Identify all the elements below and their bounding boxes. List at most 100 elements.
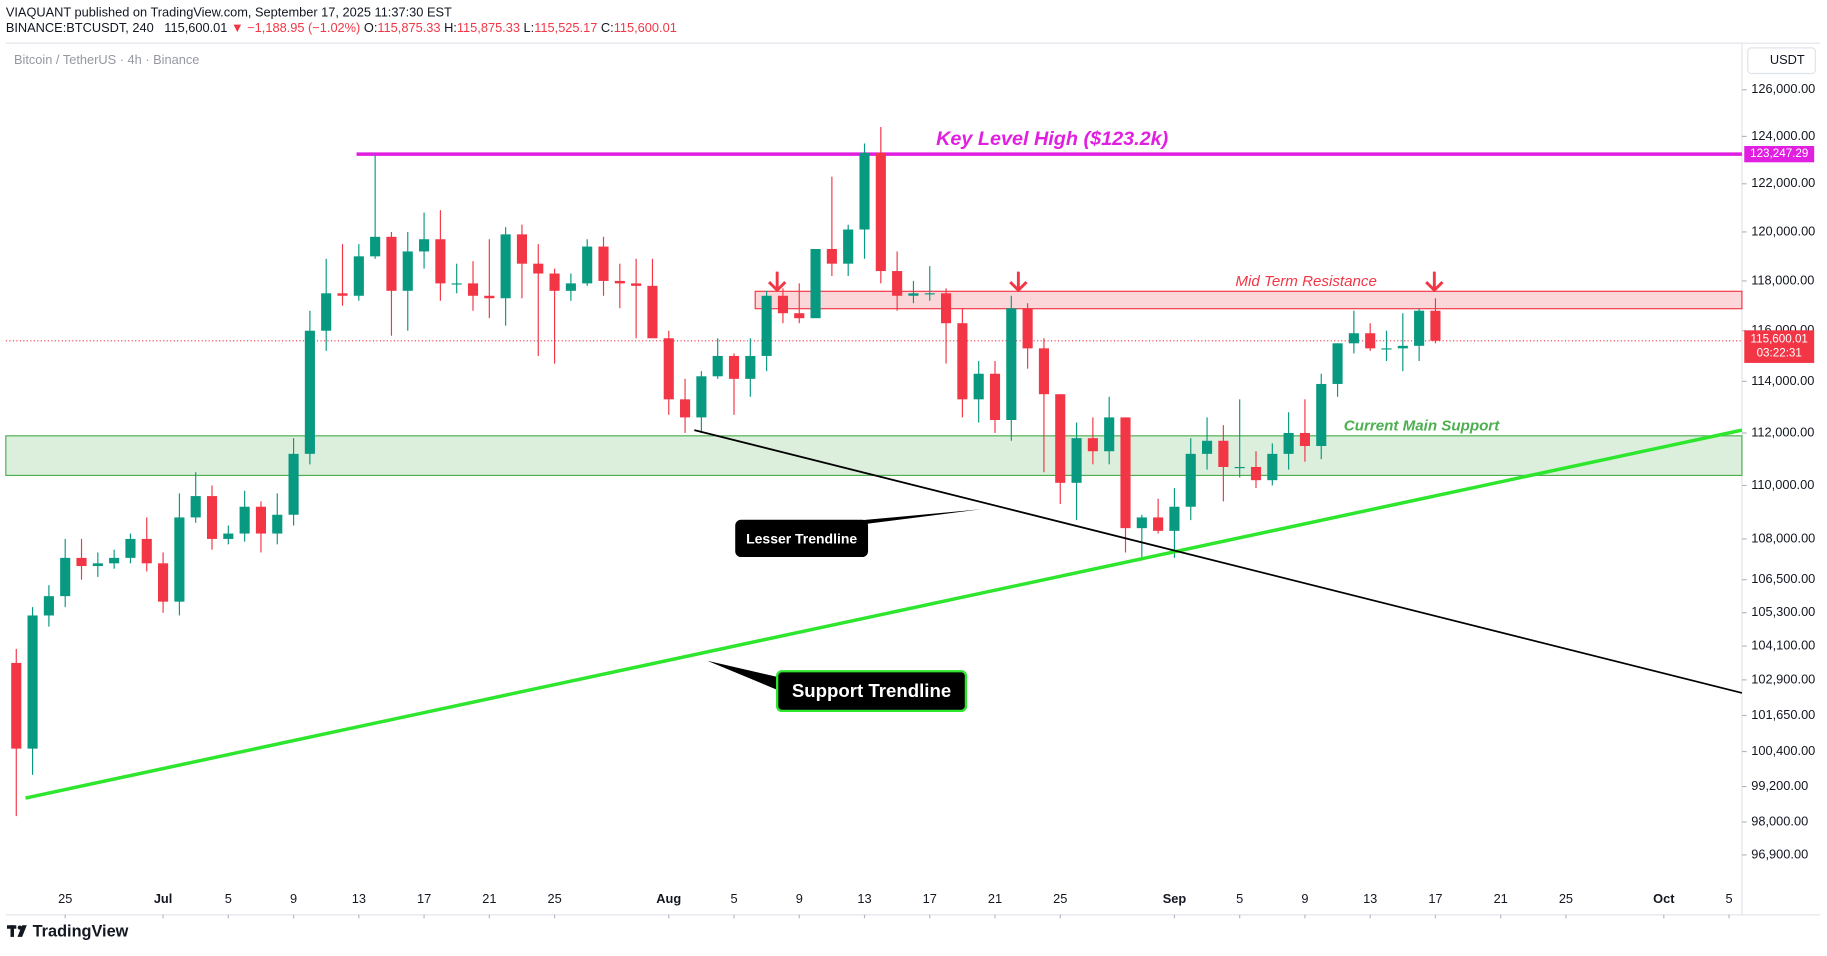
x-tick-label: 21 bbox=[988, 891, 1002, 906]
candle-body bbox=[1250, 466, 1262, 481]
candle-body bbox=[777, 295, 788, 314]
candle-body bbox=[419, 239, 430, 252]
candle-body bbox=[598, 246, 609, 281]
candle-body bbox=[516, 234, 528, 264]
candle-body bbox=[190, 496, 201, 518]
brand: TradingView bbox=[33, 923, 129, 941]
x-tick-label: 25 bbox=[1559, 891, 1573, 906]
zone-label: Current Main Support bbox=[1344, 418, 1500, 435]
candle-body bbox=[728, 355, 740, 379]
candle-body bbox=[1234, 466, 1245, 469]
candle-body bbox=[908, 293, 919, 296]
x-tick-label: Oct bbox=[1653, 891, 1675, 906]
last: 115,600.01 bbox=[164, 21, 227, 36]
candle-body bbox=[875, 152, 886, 272]
candle-body bbox=[11, 662, 22, 749]
zone-label: Mid Term Resistance bbox=[1235, 273, 1376, 290]
arrow bbox=[767, 271, 787, 293]
trendline bbox=[25, 428, 1743, 800]
candle-body bbox=[451, 283, 462, 285]
candle-body bbox=[1120, 417, 1131, 529]
ohlc-o-label: O: bbox=[364, 21, 378, 36]
x-tick-label: 13 bbox=[1363, 891, 1377, 906]
candle-body bbox=[27, 615, 38, 749]
currency[interactable]: USDT bbox=[1770, 52, 1805, 67]
candle-body bbox=[761, 295, 772, 356]
candle-body bbox=[288, 453, 299, 515]
x-tick-label: 13 bbox=[352, 891, 366, 906]
plot: 126,000.00 124,000.00 122,000.00 120,000.00… bbox=[5, 81, 1815, 919]
candle-body bbox=[92, 563, 103, 567]
candle-body bbox=[924, 293, 935, 295]
candle-body bbox=[941, 293, 952, 324]
ohlc-l: 115,525.17 bbox=[534, 21, 597, 36]
candle-body bbox=[109, 557, 120, 564]
x-tick-label: 17 bbox=[923, 891, 937, 906]
candle-body bbox=[892, 271, 903, 296]
candle-body bbox=[680, 399, 691, 418]
candle-body bbox=[1316, 383, 1327, 447]
candle-body bbox=[745, 355, 756, 379]
ohlc-o: 115,875.33 bbox=[377, 21, 440, 36]
x-tick-label: 17 bbox=[417, 891, 431, 906]
candle-body bbox=[989, 373, 1001, 420]
candle-body bbox=[1332, 343, 1343, 384]
candle-body bbox=[1348, 333, 1359, 344]
ohlc-c: 115,600.01 bbox=[614, 21, 677, 36]
candle-body bbox=[158, 563, 169, 602]
candle-body bbox=[1038, 348, 1049, 395]
ohlc-h-label: H: bbox=[444, 21, 457, 36]
candle-body bbox=[1071, 438, 1082, 483]
zone bbox=[5, 435, 1743, 477]
x-tick-label: 5 bbox=[1725, 891, 1732, 906]
x-tick-label: 21 bbox=[482, 891, 496, 906]
y-tick-label: 112,000.00 bbox=[1751, 424, 1814, 439]
y-tick-label: 96,900.00 bbox=[1751, 846, 1808, 861]
candle-body bbox=[125, 538, 136, 558]
x-tick-label: 25 bbox=[547, 891, 561, 906]
callout-box bbox=[735, 519, 869, 558]
symbol-line: BINANCE:BTCUSDT, 240 115,600.01 ▼ −1,188… bbox=[6, 21, 677, 36]
candle-body bbox=[810, 248, 821, 319]
zone bbox=[754, 290, 1743, 310]
candle-body bbox=[826, 248, 837, 264]
candle-body bbox=[304, 330, 315, 454]
key-level-value: 123,247.29 bbox=[1750, 147, 1808, 160]
x-tick-label: 13 bbox=[857, 891, 871, 906]
y-tick-label: 124,000.00 bbox=[1751, 128, 1815, 143]
candle-body bbox=[386, 236, 397, 291]
arrow bbox=[1009, 271, 1028, 293]
candle-body bbox=[1202, 440, 1213, 454]
x-tick-label: 21 bbox=[1494, 891, 1508, 906]
candle-body bbox=[500, 234, 511, 299]
currency-button[interactable] bbox=[1747, 47, 1816, 75]
y-tick-label: 106,500.00 bbox=[1751, 571, 1815, 586]
candle-body bbox=[402, 251, 413, 291]
x-tick-label: 9 bbox=[290, 891, 297, 906]
y-tick-label: 114,000.00 bbox=[1751, 373, 1814, 388]
callout-label: Support Trendline bbox=[792, 680, 951, 701]
candle-body bbox=[206, 496, 218, 539]
candle-body bbox=[484, 295, 495, 299]
candle-body bbox=[533, 263, 544, 274]
key-level-tag bbox=[1744, 145, 1815, 163]
publisher: VIAQUANT published on TradingView.com, S… bbox=[6, 4, 452, 19]
candle-body bbox=[1153, 517, 1164, 531]
last-price-tag bbox=[1744, 330, 1815, 363]
logo bbox=[6, 925, 27, 937]
candle-body bbox=[239, 506, 250, 534]
candle-body bbox=[1267, 453, 1278, 481]
candle-body bbox=[1185, 453, 1196, 507]
countdown: 03:22:31 bbox=[1757, 347, 1802, 360]
candle-body bbox=[647, 285, 658, 339]
candle-body bbox=[1299, 432, 1310, 447]
candle-body bbox=[663, 338, 674, 400]
candle-body bbox=[435, 239, 446, 284]
x-tick-label: 25 bbox=[58, 891, 72, 906]
key-level-label: Key Level High ($123.2k) bbox=[936, 128, 1169, 150]
x-tick-label: 5 bbox=[1236, 891, 1243, 906]
legend: Bitcoin / TetherUS · 4h · Binance bbox=[14, 52, 199, 67]
y-tick-label: 102,900.00 bbox=[1751, 671, 1815, 686]
x-tick-label: 17 bbox=[1428, 891, 1442, 906]
